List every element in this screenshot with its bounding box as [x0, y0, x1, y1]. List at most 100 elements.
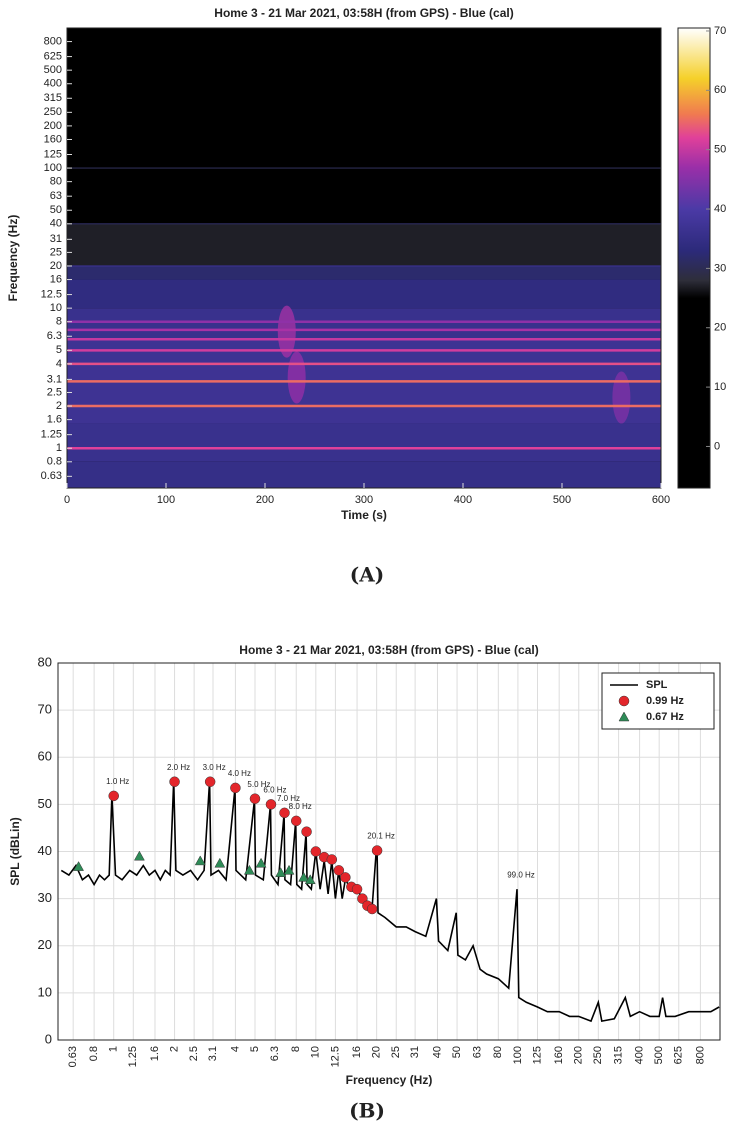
- spectrogram-band: [67, 280, 661, 309]
- y-tick-label: 8: [56, 316, 62, 328]
- x-tick-label: 80: [492, 1046, 504, 1058]
- marker-circle: [109, 791, 119, 801]
- spectrogram-band: [67, 308, 661, 339]
- marker-circle: [230, 783, 240, 793]
- x-tick-label: 20: [371, 1046, 383, 1058]
- x-tick-label: 0.8: [88, 1046, 100, 1061]
- y-tick-label: 1.25: [41, 429, 62, 441]
- x-tick-label: 2.5: [188, 1046, 200, 1061]
- x-tick-label: 250: [592, 1046, 604, 1064]
- colorbar-tick-label: 50: [714, 144, 726, 156]
- burst: [288, 351, 306, 403]
- x-tick-label: 500: [553, 494, 571, 506]
- y-tick-label: 0: [45, 1031, 52, 1046]
- colorbar-tick-label: 0: [714, 440, 720, 452]
- chart-title: Home 3 - 21 Mar 2021, 03:58H (from GPS) …: [214, 6, 513, 20]
- x-tick-label: 100: [157, 494, 175, 506]
- y-tick-label: 0.63: [41, 470, 62, 482]
- x-axis-label: Time (s): [341, 508, 387, 522]
- panel-label: (B): [349, 1099, 385, 1123]
- y-tick-label: 25: [50, 246, 62, 258]
- y-tick-label: 4: [56, 358, 62, 370]
- y-tick-label: 160: [44, 133, 62, 145]
- y-tick-label: 200: [44, 120, 62, 132]
- marker-circle: [367, 904, 377, 914]
- y-tick-label: 60: [38, 749, 52, 764]
- x-tick-label: 1.6: [149, 1046, 161, 1061]
- x-tick-label: 400: [633, 1046, 645, 1064]
- annotation: 8.0 Hz: [289, 802, 312, 811]
- marker-circle: [340, 872, 350, 882]
- x-tick-label: 600: [652, 494, 670, 506]
- marker-circle: [311, 847, 321, 857]
- spectrogram-band: [67, 381, 661, 423]
- y-tick-label: 1: [56, 442, 62, 454]
- colorbar-tick-label: 30: [714, 262, 726, 274]
- y-tick-label: 80: [50, 176, 62, 188]
- x-tick-label: 2: [168, 1046, 180, 1052]
- spectrogram-band: [67, 168, 661, 224]
- spectrogram-band: [67, 266, 661, 280]
- burst: [612, 372, 630, 424]
- x-tick-label: 4: [229, 1046, 241, 1052]
- x-tick-label: 40: [431, 1046, 443, 1058]
- y-tick-label: 40: [50, 218, 62, 230]
- marker-circle: [291, 816, 301, 826]
- y-tick-label: 40: [38, 843, 52, 858]
- x-tick-label: 300: [355, 494, 373, 506]
- annotation: 20.1 Hz: [367, 832, 395, 841]
- marker-circle: [205, 777, 215, 787]
- x-tick-label: 800: [694, 1046, 706, 1064]
- x-tick-label: 1: [108, 1046, 120, 1052]
- legend-label: SPL: [646, 679, 668, 691]
- colorbar: [678, 28, 710, 488]
- y-tick-label: 50: [50, 204, 62, 216]
- y-tick-label: 0.8: [47, 456, 62, 468]
- y-tick-label: 63: [50, 190, 62, 202]
- y-axis-label: Frequency (Hz): [6, 215, 20, 302]
- y-tick-label: 80: [38, 654, 52, 669]
- chart-title: Home 3 - 21 Mar 2021, 03:58H (from GPS) …: [239, 643, 538, 657]
- colorbar-tick-label: 40: [714, 203, 726, 215]
- x-tick-label: 200: [573, 1046, 585, 1064]
- y-tick-label: 16: [50, 273, 62, 285]
- y-tick-label: 12.5: [41, 288, 62, 300]
- x-axis-label: Frequency (Hz): [346, 1073, 433, 1087]
- y-tick-label: 400: [44, 78, 62, 90]
- y-tick-label: 500: [44, 64, 62, 76]
- colorbar-tick-label: 10: [714, 381, 726, 393]
- annotation: 2.0 Hz: [167, 763, 190, 772]
- y-tick-label: 20: [50, 260, 62, 272]
- legend-label: 0.99 Hz: [646, 695, 684, 707]
- x-tick-label: 16: [351, 1046, 363, 1058]
- x-tick-label: 6.3: [269, 1046, 281, 1061]
- marker-circle: [250, 794, 260, 804]
- x-tick-label: 400: [454, 494, 472, 506]
- spectrogram-band: [67, 424, 661, 462]
- x-tick-label: 10: [310, 1046, 322, 1058]
- y-tick-label: 250: [44, 106, 62, 118]
- annotation: 4.0 Hz: [228, 769, 251, 778]
- legend-swatch: [619, 696, 629, 706]
- y-tick-label: 1.6: [47, 414, 62, 426]
- x-tick-label: 8: [290, 1046, 302, 1052]
- x-tick-label: 5: [249, 1046, 261, 1052]
- y-tick-label: 3.1: [47, 373, 62, 385]
- y-tick-label: 10: [38, 984, 52, 999]
- x-tick-label: 125: [531, 1046, 543, 1064]
- marker-circle: [372, 846, 382, 856]
- x-tick-label: 63: [471, 1046, 483, 1058]
- y-tick-label: 20: [38, 937, 52, 952]
- y-axis-label: SPL (dBLin): [8, 817, 22, 885]
- y-tick-label: 800: [44, 35, 62, 47]
- y-tick-label: 100: [44, 162, 62, 174]
- x-tick-label: 100: [512, 1046, 524, 1064]
- x-tick-label: 625: [673, 1046, 685, 1064]
- annotation: 1.0 Hz: [106, 777, 129, 786]
- spectrogram-band: [67, 339, 661, 381]
- x-tick-label: 1.25: [127, 1046, 139, 1067]
- y-tick-label: 50: [38, 796, 52, 811]
- marker-circle: [170, 777, 180, 787]
- y-tick-label: 315: [44, 92, 62, 104]
